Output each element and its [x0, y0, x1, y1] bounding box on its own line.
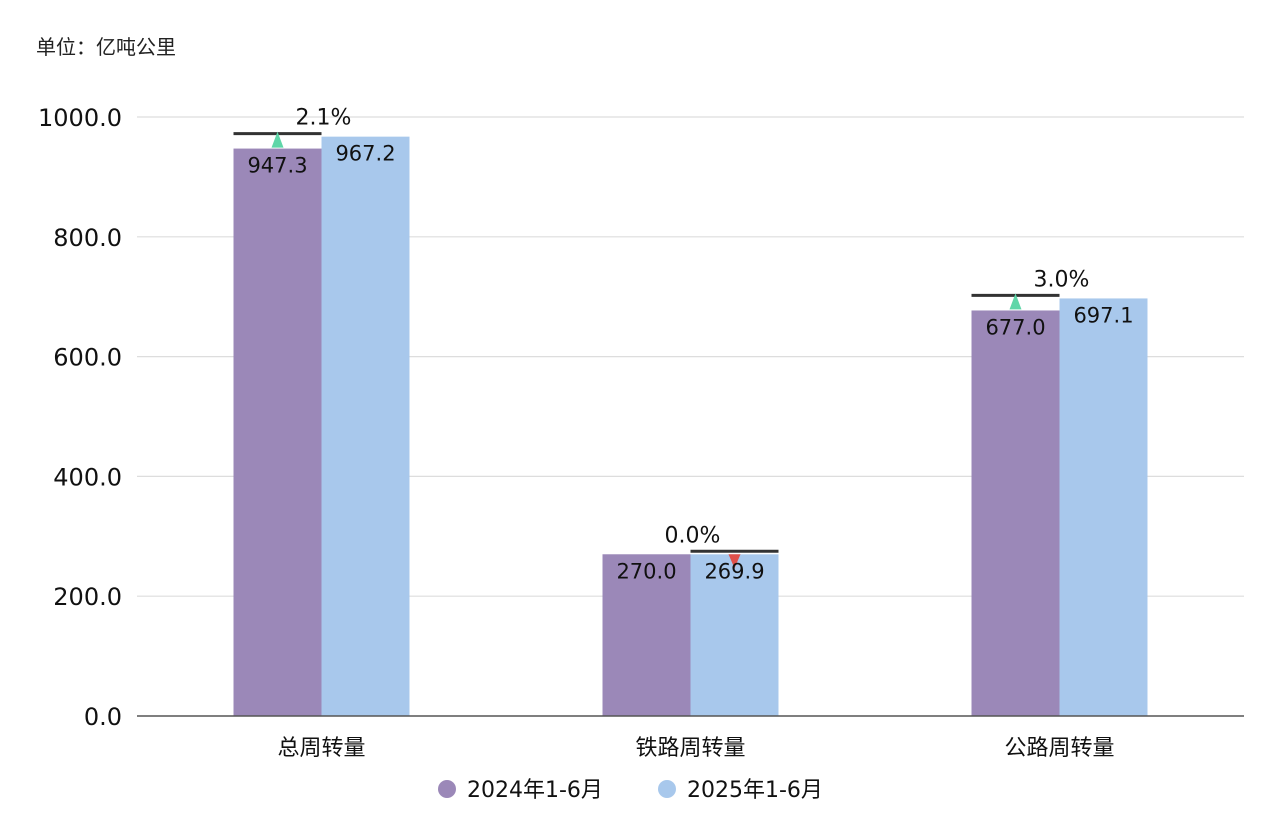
y-axis-ticks: 0.0 200.0 400.0 600.0 800.0 1000.0: [38, 104, 122, 731]
x-category-label: 铁路周转量: [635, 736, 745, 761]
bars: [233, 136, 1148, 716]
growth-up-triangle: [1009, 293, 1022, 310]
bar-value-label: 677.0: [985, 315, 1045, 339]
y-tick-label: 1000.0: [38, 104, 122, 132]
bar-value-label: 270.0: [616, 559, 676, 583]
x-category-label: 公路周转量: [1004, 736, 1114, 761]
bar: [971, 310, 1060, 716]
growth-percent-label: 2.1%: [296, 106, 352, 131]
bar: [1059, 298, 1148, 716]
x-category-label: 总周转量: [277, 736, 365, 761]
y-tick-label: 400.0: [53, 463, 122, 491]
data-labels: 947.3 967.2 2.1% 270.0 269.9 0.0% 677.0 697.1 3.…: [247, 106, 1133, 584]
bar-value-label: 697.1: [1073, 303, 1133, 327]
growth-percent-label: 0.0%: [665, 523, 721, 548]
bar-value-label: 269.9: [704, 559, 764, 583]
y-tick-label: 0.0: [84, 703, 122, 731]
bar: [233, 148, 322, 716]
legend-label: 2025年1-6月: [687, 778, 823, 803]
bar: [602, 554, 691, 716]
legend-marker: [438, 780, 456, 798]
bar: [321, 136, 410, 716]
growth-down-triangle: [728, 554, 741, 569]
growth-markers: [233, 131, 1060, 569]
unit-label: 单位：亿吨公里: [36, 35, 176, 59]
growth-up-triangle: [271, 131, 284, 148]
y-tick-label: 600.0: [53, 344, 122, 372]
legend: 2024年1-6月 2025年1-6月: [438, 778, 823, 803]
bar: [690, 554, 779, 716]
legend-marker: [658, 780, 676, 798]
legend-label: 2024年1-6月: [467, 778, 603, 803]
y-tick-label: 800.0: [53, 224, 122, 252]
y-tick-label: 200.0: [53, 583, 122, 611]
growth-percent-label: 3.0%: [1034, 267, 1090, 292]
x-axis-categories: 总周转量 铁路周转量 公路周转量: [277, 736, 1114, 761]
bar-value-label: 967.2: [335, 142, 395, 166]
bar-value-label: 947.3: [247, 154, 307, 178]
